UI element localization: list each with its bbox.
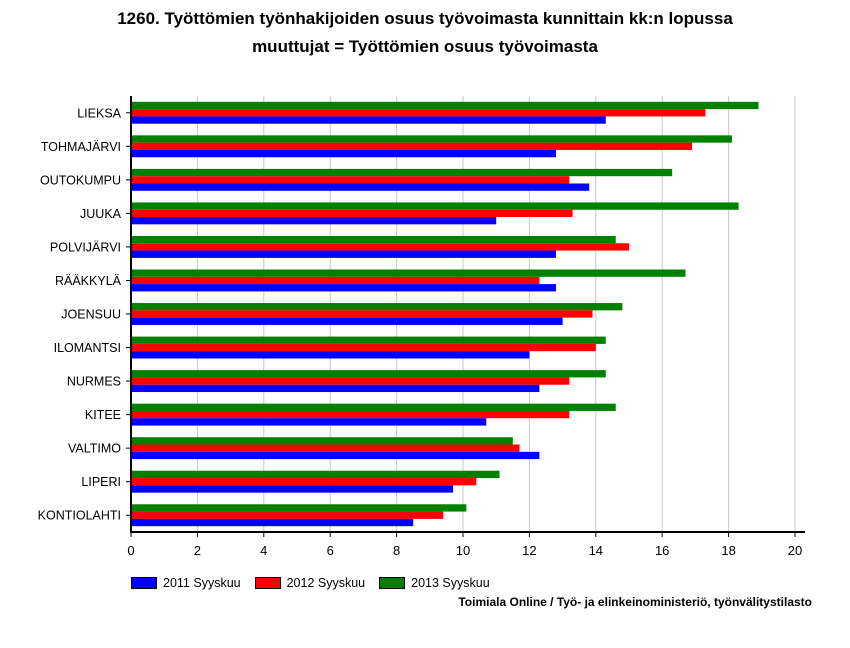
bar [131, 209, 573, 218]
bar [131, 250, 556, 258]
bar [131, 444, 520, 452]
bar [131, 437, 513, 445]
bar [131, 511, 444, 519]
bar [131, 384, 540, 393]
category-label: LIPERI [81, 475, 121, 489]
bar [131, 518, 414, 527]
bar [131, 317, 563, 325]
x-tick-label: 18 [721, 543, 735, 558]
bar [131, 504, 467, 512]
legend-label: 2013 Syyskuu [411, 576, 490, 590]
x-tick-label: 14 [589, 543, 603, 558]
category-label: VALTIMO [68, 442, 121, 456]
chart-title: 1260. Työttömien työnhakijoiden osuus ty… [117, 9, 733, 28]
category-label: RÄÄKKYLÄ [55, 274, 122, 288]
bar [131, 303, 623, 311]
bar [131, 284, 556, 292]
legend-swatch [131, 577, 157, 589]
bar [131, 276, 540, 285]
x-tick-label: 20 [788, 543, 802, 558]
bar [131, 101, 759, 110]
bar [131, 370, 606, 378]
category-label: KONTIOLAHTI [38, 509, 121, 523]
bar [131, 451, 540, 460]
legend: 2011 Syyskuu 2012 Syyskuu 2013 Syyskuu [131, 576, 504, 590]
category-label: JUUKA [80, 207, 122, 221]
bar [131, 336, 606, 344]
legend-item: 2013 Syyskuu [379, 576, 490, 590]
category-label: POLVIJÄRVI [50, 240, 121, 254]
category-label: OUTOKUMPU [40, 173, 121, 187]
bar [131, 377, 570, 385]
bar [131, 135, 732, 143]
bar [131, 470, 500, 479]
legend-label: 2011 Syyskuu [163, 576, 241, 590]
category-label: JOENSUU [61, 308, 121, 322]
category-label: LIEKSA [77, 106, 121, 120]
x-tick-label: 12 [522, 543, 536, 558]
bar [131, 149, 556, 158]
legend-swatch [379, 577, 406, 589]
legend-item: 2011 Syyskuu [131, 576, 241, 590]
bar [131, 410, 570, 419]
bar [131, 485, 454, 493]
category-label: TOHMAJÄRVI [41, 140, 121, 154]
x-tick-label: 4 [260, 543, 267, 558]
legend-label: 2012 Syyskuu [286, 576, 366, 590]
bar [131, 235, 616, 244]
x-tick-label: 8 [393, 543, 400, 558]
bar [131, 243, 629, 251]
bar [131, 176, 570, 184]
category-label: ILOMANTSI [54, 341, 121, 355]
legend-item: 2012 Syyskuu [254, 576, 366, 590]
source-note: Toimiala Online / Työ- ja elinkeinominis… [458, 595, 812, 609]
category-label: KITEE [85, 408, 121, 422]
bar [131, 403, 616, 411]
bar [131, 418, 487, 426]
bar [131, 142, 693, 150]
bar [131, 116, 606, 124]
bar [131, 310, 593, 318]
bar [131, 269, 686, 277]
bar [131, 109, 706, 117]
category-label: NURMES [67, 375, 121, 389]
bar [131, 183, 590, 191]
chart-subtitle: muuttujat = Työttömien osuus työvoimasta [252, 37, 598, 56]
legend-swatch [254, 577, 281, 589]
x-tick-label: 16 [655, 543, 669, 558]
bar [131, 478, 477, 486]
x-tick-label: 0 [127, 543, 134, 558]
x-tick-label: 2 [194, 543, 201, 558]
bar [131, 343, 596, 352]
bar [131, 168, 673, 177]
x-tick-label: 10 [456, 543, 470, 558]
bar [131, 202, 739, 210]
bar [131, 351, 530, 359]
x-tick-label: 6 [327, 543, 334, 558]
bar [131, 217, 497, 225]
